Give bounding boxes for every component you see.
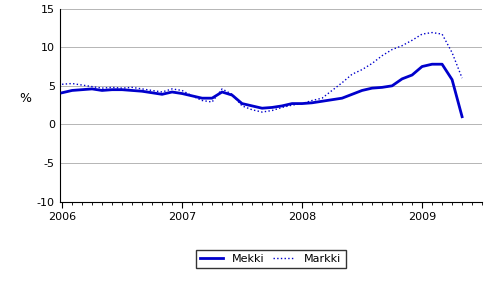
Mekki [269,106,275,109]
Mekki [409,73,415,77]
Mekki [449,78,455,82]
Mekki [239,102,245,105]
Markki [279,106,285,109]
Markki [359,68,365,71]
Markki [439,32,445,36]
Mekki [319,100,325,103]
Mekki [159,92,165,96]
Mekki [139,90,145,93]
Legend: Mekki, Markki: Mekki, Markki [196,250,346,268]
Markki [459,76,465,80]
Markki [369,62,375,65]
Mekki [399,77,405,81]
Markki [339,81,345,84]
Mekki [359,89,365,92]
Mekki [179,92,185,95]
Markki [69,82,75,85]
Mekki [209,96,215,100]
Mekki [279,104,285,108]
Mekki [299,102,305,105]
Markki [169,87,175,91]
Mekki [249,104,255,108]
Markki [229,92,235,96]
Markki [269,109,275,112]
Markki [309,99,315,102]
Mekki [199,96,205,100]
Mekki [419,65,425,68]
Mekki [379,86,385,89]
Line: Markki: Markki [62,33,462,112]
Mekki [129,89,135,92]
Markki [239,104,245,108]
Mekki [369,86,375,90]
Markki [289,103,295,107]
Markki [209,100,215,104]
Line: Mekki: Mekki [62,64,462,117]
Mekki [69,89,75,92]
Mekki [109,88,115,91]
Markki [159,90,165,94]
Mekki [99,89,105,92]
Mekki [309,101,315,105]
Mekki [349,92,355,96]
Markki [109,86,115,89]
Markki [259,110,265,114]
Markki [409,39,415,42]
Mekki [459,115,465,118]
Mekki [89,87,95,91]
Markki [319,96,325,100]
Markki [79,83,85,87]
Markki [149,89,155,92]
Mekki [259,107,265,110]
Markki [129,86,135,89]
Mekki [339,96,345,100]
Markki [59,83,65,86]
Markki [89,85,95,88]
Markki [99,86,105,90]
Markki [429,31,435,34]
Markki [119,86,125,90]
Markki [399,44,405,48]
Mekki [289,102,295,105]
Markki [199,99,205,102]
Mekki [59,91,65,94]
Mekki [119,88,125,91]
Mekki [329,98,335,101]
Mekki [79,88,85,91]
Mekki [219,90,225,94]
Mekki [229,93,235,97]
Mekki [429,62,435,66]
Mekki [389,84,395,88]
Markki [219,87,225,91]
Markki [419,32,425,36]
Mekki [439,62,445,66]
Markki [379,54,385,57]
Markki [179,89,185,92]
Y-axis label: %: % [20,92,32,105]
Markki [349,73,355,76]
Markki [189,94,195,98]
Mekki [189,94,195,98]
Markki [389,48,395,51]
Markki [139,87,145,91]
Mekki [149,91,155,94]
Markki [449,51,455,54]
Markki [299,102,305,105]
Markki [249,108,255,111]
Markki [329,89,335,92]
Mekki [169,90,175,94]
